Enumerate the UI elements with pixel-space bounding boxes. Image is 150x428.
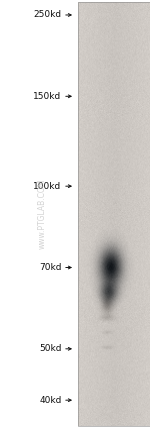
- Text: 40kd: 40kd: [39, 395, 61, 405]
- Text: 70kd: 70kd: [39, 263, 62, 272]
- Text: 150kd: 150kd: [33, 92, 61, 101]
- Bar: [78, 2, 150, 426]
- Text: 100kd: 100kd: [33, 181, 61, 191]
- Text: www.PTGLAB.COM: www.PTGLAB.COM: [38, 179, 46, 249]
- Text: 50kd: 50kd: [39, 344, 62, 354]
- Text: 250kd: 250kd: [33, 10, 61, 20]
